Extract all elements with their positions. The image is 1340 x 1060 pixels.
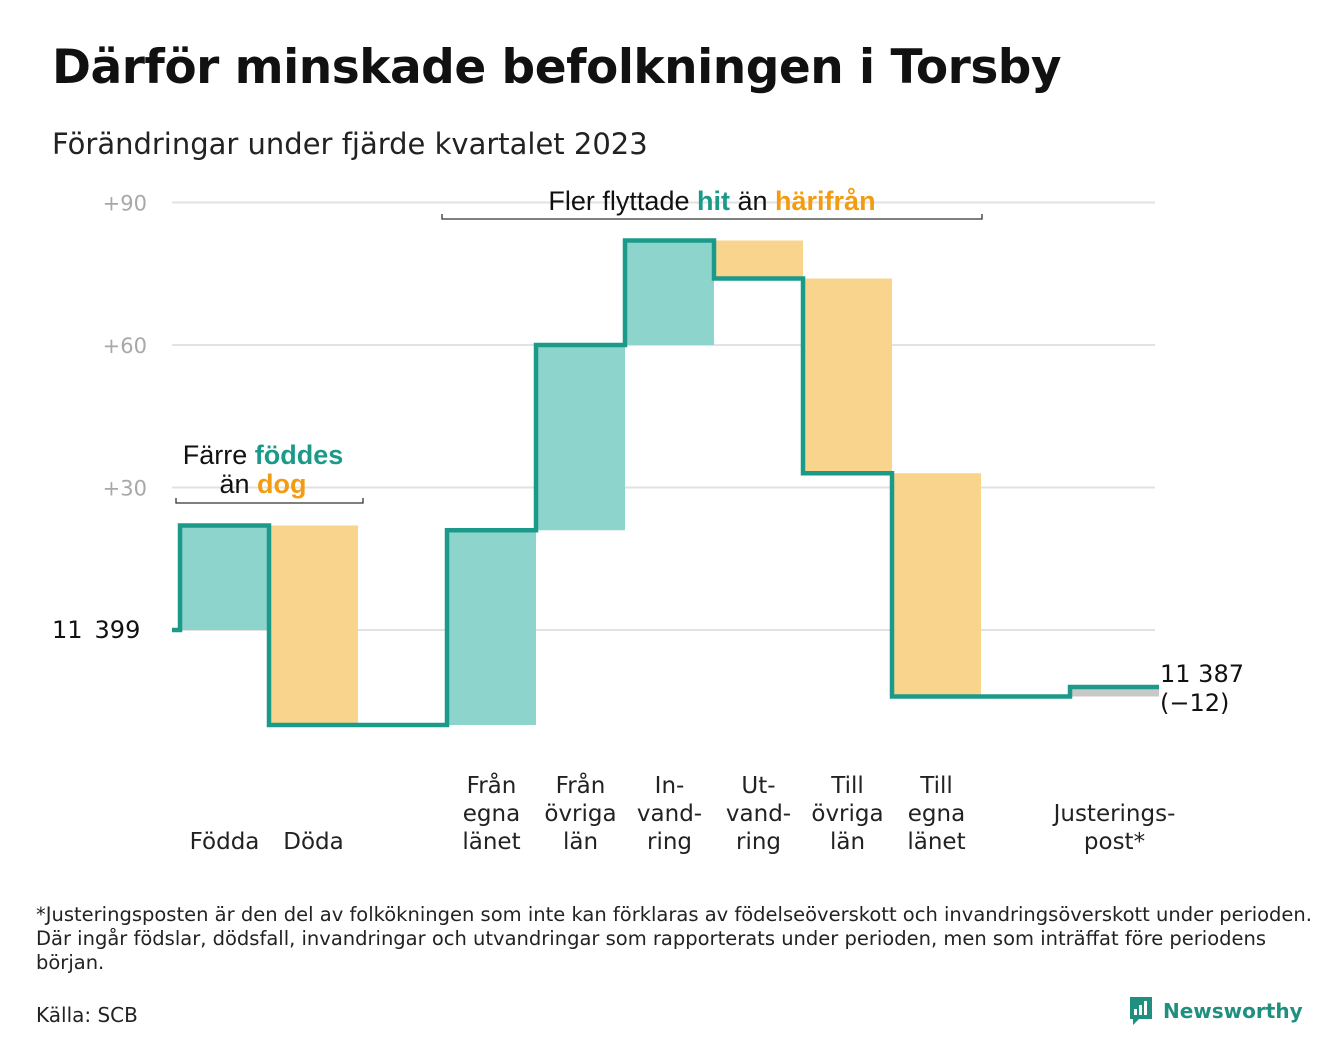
category-label-justeringspost: post* xyxy=(1084,829,1145,855)
annotation-moves: Fler flyttade hit än härifrån xyxy=(548,186,875,216)
bar-invandring xyxy=(625,240,714,345)
annotation-segment: än xyxy=(730,186,775,216)
category-label-utvandring: Ut- xyxy=(741,773,775,799)
category-label-fran-ovriga-lan: Från xyxy=(556,771,606,799)
annotation-segment: än xyxy=(219,469,257,499)
bar-fran-ovriga-lan xyxy=(536,345,625,531)
category-label-utvandring: vand- xyxy=(726,801,791,827)
category-label-fran-egna-lanet: egna xyxy=(463,801,520,827)
category-label-fran-ovriga-lan: övriga xyxy=(544,801,616,827)
bar-till-ovriga-lan xyxy=(803,278,892,474)
annotation-segment: föddes xyxy=(255,440,344,470)
category-label-invandring: vand- xyxy=(637,801,702,827)
cumulative-step-line xyxy=(172,238,1159,728)
annotation-segment: Färre xyxy=(183,440,255,470)
category-label-invandring: In- xyxy=(655,773,685,799)
y-tick-label: +30 xyxy=(103,477,147,501)
category-label-fran-ovriga-lan: län xyxy=(563,829,598,855)
category-label-fodda: Födda xyxy=(190,829,260,855)
bar-chart-speech-bubble-icon xyxy=(1130,997,1152,1025)
category-label-justeringspost: Justerings- xyxy=(1052,801,1176,827)
y-tick-label: +90 xyxy=(103,192,147,216)
bar-justeringspost xyxy=(1070,687,1159,697)
chart-title: Därför minskade befolkningen i Torsby xyxy=(52,40,1062,95)
category-label-till-egna-lanet: egna xyxy=(908,801,965,827)
annotation-bracket xyxy=(175,498,364,504)
brand-name: Newsworthy xyxy=(1163,999,1303,1023)
category-label-invandring: ring xyxy=(647,829,692,855)
footnote: *Justeringsposten är den del av folkökni… xyxy=(36,903,1312,974)
bar-utvandring xyxy=(714,240,803,279)
category-label-till-ovriga-lan: övriga xyxy=(811,801,883,827)
category-label-fran-egna-lanet: länet xyxy=(462,829,520,855)
category-label-utvandring: ring xyxy=(736,829,781,855)
start-value-label: 11 399 xyxy=(52,616,140,644)
annotation-births: än dog xyxy=(219,469,306,499)
brand-logo: Newsworthy xyxy=(1128,996,1303,1026)
bar-doda xyxy=(269,525,358,725)
annotation-births: Färre föddes xyxy=(183,440,344,470)
end-change-label: (−12) xyxy=(1160,689,1229,717)
category-label-till-ovriga-lan: Till xyxy=(830,773,864,799)
annotation-segment: dog xyxy=(257,469,306,499)
y-tick-label: +60 xyxy=(103,334,147,358)
bar-fran-egna-lanet xyxy=(447,530,536,725)
annotation-segment: Fler flyttade xyxy=(548,186,697,216)
category-label-fran-egna-lanet: Från xyxy=(467,771,517,799)
category-label-till-egna-lanet: länet xyxy=(907,829,965,855)
bar-fodda xyxy=(180,525,269,630)
category-label-doda: Döda xyxy=(283,829,343,855)
end-value-label: 11 387 xyxy=(1160,660,1244,688)
source-label: Källa: SCB xyxy=(36,1003,138,1027)
category-label-till-egna-lanet: Till xyxy=(919,773,953,799)
bar-till-egna-lanet xyxy=(892,473,981,697)
annotation-segment: hit xyxy=(697,186,730,216)
annotation-bracket xyxy=(441,214,983,220)
annotation-segment: härifrån xyxy=(775,186,876,216)
category-label-till-ovriga-lan: län xyxy=(830,829,865,855)
chart-subtitle: Förändringar under fjärde kvartalet 2023 xyxy=(52,127,648,161)
